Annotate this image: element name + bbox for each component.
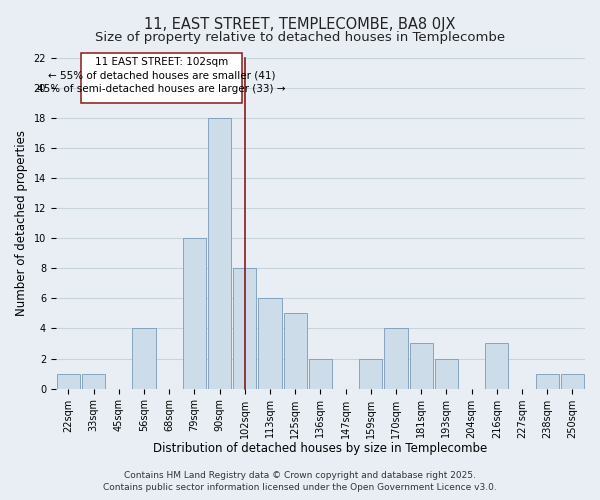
Bar	[183, 238, 206, 388]
Bar	[233, 268, 256, 388]
Bar	[359, 358, 382, 388]
Text: 11, EAST STREET, TEMPLECOMBE, BA8 0JX: 11, EAST STREET, TEMPLECOMBE, BA8 0JX	[144, 18, 456, 32]
X-axis label: Distribution of detached houses by size in Templecombe: Distribution of detached houses by size …	[153, 442, 488, 455]
FancyBboxPatch shape	[81, 53, 242, 103]
Bar	[208, 118, 231, 388]
Bar	[435, 358, 458, 388]
Bar	[385, 328, 407, 388]
Bar	[536, 374, 559, 388]
Bar	[561, 374, 584, 388]
Bar	[284, 314, 307, 388]
Bar	[57, 374, 80, 388]
Text: ← 55% of detached houses are smaller (41): ← 55% of detached houses are smaller (41…	[48, 70, 275, 80]
Bar	[133, 328, 155, 388]
Text: 11 EAST STREET: 102sqm: 11 EAST STREET: 102sqm	[95, 56, 228, 66]
Y-axis label: Number of detached properties: Number of detached properties	[15, 130, 28, 316]
Bar	[82, 374, 105, 388]
Bar	[410, 344, 433, 388]
Bar	[259, 298, 281, 388]
Bar	[309, 358, 332, 388]
Bar	[485, 344, 508, 388]
Text: Size of property relative to detached houses in Templecombe: Size of property relative to detached ho…	[95, 31, 505, 44]
Text: Contains HM Land Registry data © Crown copyright and database right 2025.
Contai: Contains HM Land Registry data © Crown c…	[103, 471, 497, 492]
Text: 45% of semi-detached houses are larger (33) →: 45% of semi-detached houses are larger (…	[37, 84, 286, 94]
